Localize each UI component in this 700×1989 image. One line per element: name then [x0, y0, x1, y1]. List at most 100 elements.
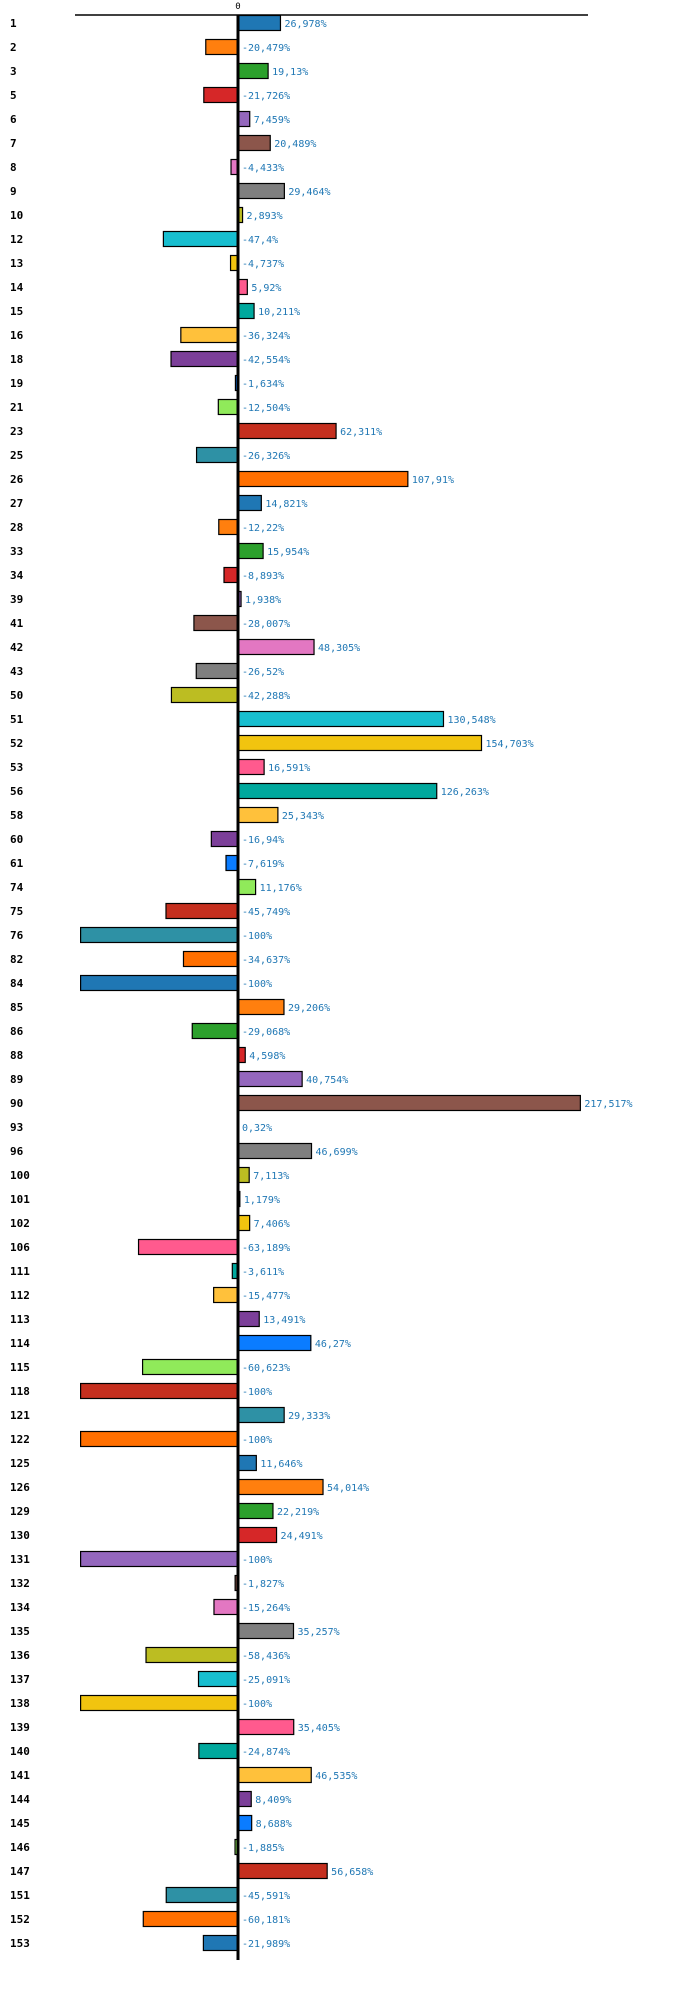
bar-114	[237, 1334, 312, 1352]
category-label-96: 96	[10, 1145, 24, 1158]
category-label-113: 113	[10, 1313, 30, 1326]
value-label-16: -36,324%	[242, 331, 290, 342]
bar-145	[237, 1814, 253, 1832]
bar-9	[237, 182, 285, 200]
category-label-1: 1	[10, 17, 17, 30]
category-label-115: 115	[10, 1361, 30, 1374]
bar-43	[195, 662, 239, 680]
value-label-126: 54,014%	[327, 1483, 369, 1494]
category-label-74: 74	[10, 881, 24, 894]
value-labels-group: 26,978% -20,479% 19,13% -21,726% 7,459% 20,48…	[242, 19, 633, 1950]
bar-28	[218, 518, 239, 536]
category-label-86: 86	[10, 1025, 24, 1038]
category-label-147: 147	[10, 1865, 30, 1878]
value-label-115: -60,623%	[242, 1363, 290, 1374]
value-label-144: 8,409%	[255, 1795, 291, 1806]
value-label-10: 2,893%	[247, 211, 283, 222]
zero-tick-label: 0	[235, 2, 240, 12]
bar-90	[237, 1094, 581, 1112]
category-label-82: 82	[10, 953, 23, 966]
category-label-21: 21	[10, 401, 24, 414]
bar-144	[237, 1790, 252, 1808]
category-label-93: 93	[10, 1121, 23, 1134]
value-label-86: -29,068%	[242, 1027, 290, 1038]
category-label-58: 58	[10, 809, 23, 822]
value-label-118: -100%	[242, 1387, 272, 1398]
value-label-135: 35,257%	[297, 1627, 339, 1638]
value-label-139: 35,405%	[298, 1723, 340, 1734]
bar-139	[237, 1718, 295, 1736]
category-label-145: 145	[10, 1817, 30, 1830]
category-label-146: 146	[10, 1841, 30, 1854]
bar-122	[79, 1430, 239, 1448]
category-labels-group: 1235678910121314151618192123252627283334…	[10, 17, 30, 1950]
value-label-102: 7,406%	[254, 1219, 290, 1230]
category-label-6: 6	[10, 113, 17, 126]
value-label-96: 46,699%	[316, 1147, 358, 1158]
bar-151	[165, 1886, 239, 1904]
value-label-152: -60,181%	[242, 1915, 290, 1926]
category-label-144: 144	[10, 1793, 30, 1806]
category-label-138: 138	[10, 1697, 30, 1710]
category-label-84: 84	[10, 977, 24, 990]
category-label-18: 18	[10, 353, 23, 366]
category-label-50: 50	[10, 689, 23, 702]
category-label-134: 134	[10, 1601, 30, 1614]
value-label-39: 1,938%	[245, 595, 281, 606]
category-label-15: 15	[10, 305, 23, 318]
value-label-42: 48,305%	[318, 643, 360, 654]
value-label-33: 15,954%	[267, 547, 309, 558]
value-label-7: 20,489%	[274, 139, 316, 150]
bar-135	[237, 1622, 295, 1640]
bar-74	[237, 878, 257, 896]
category-label-151: 151	[10, 1889, 30, 1902]
category-label-27: 27	[10, 497, 23, 510]
category-label-112: 112	[10, 1289, 30, 1302]
bar-58	[237, 806, 279, 824]
category-label-5: 5	[10, 89, 17, 102]
value-label-74: 11,176%	[260, 883, 302, 894]
bar-153	[202, 1934, 239, 1952]
bar-12	[162, 230, 239, 248]
value-label-28: -12,22%	[242, 523, 284, 534]
category-label-43: 43	[10, 665, 23, 678]
value-label-51: 130,548%	[447, 715, 495, 726]
bar-26	[237, 470, 409, 488]
value-label-146: -1,885%	[242, 1843, 284, 1854]
value-label-9: 29,464%	[288, 187, 330, 198]
bar-84	[79, 974, 239, 992]
category-label-135: 135	[10, 1625, 30, 1638]
bar-115	[141, 1358, 239, 1376]
bar-23	[237, 422, 337, 440]
category-label-19: 19	[10, 377, 23, 390]
bar-100	[237, 1166, 250, 1184]
bar-125	[237, 1454, 257, 1472]
category-label-132: 132	[10, 1577, 30, 1590]
value-label-75: -45,749%	[242, 907, 290, 918]
category-label-42: 42	[10, 641, 23, 654]
category-label-8: 8	[10, 161, 17, 174]
category-label-13: 13	[10, 257, 23, 270]
bar-25	[195, 446, 239, 464]
bar-147	[237, 1862, 328, 1880]
value-label-85: 29,206%	[288, 1003, 330, 1014]
value-label-122: -100%	[242, 1435, 272, 1446]
category-label-101: 101	[10, 1193, 30, 1206]
bar-34	[223, 566, 239, 584]
value-label-138: -100%	[242, 1699, 272, 1710]
bar-76	[79, 926, 239, 944]
bar-1	[237, 14, 282, 32]
value-label-114: 46,27%	[315, 1339, 351, 1350]
bar-121	[237, 1406, 285, 1424]
value-label-12: -47,4%	[242, 235, 278, 246]
bar-18	[170, 350, 239, 368]
category-label-7: 7	[10, 137, 17, 150]
category-label-141: 141	[10, 1769, 30, 1782]
category-label-41: 41	[10, 617, 24, 630]
category-label-16: 16	[10, 329, 24, 342]
category-label-118: 118	[10, 1385, 30, 1398]
bar-42	[237, 638, 315, 656]
category-label-153: 153	[10, 1937, 30, 1950]
category-label-130: 130	[10, 1529, 30, 1542]
bar-138	[79, 1694, 239, 1712]
